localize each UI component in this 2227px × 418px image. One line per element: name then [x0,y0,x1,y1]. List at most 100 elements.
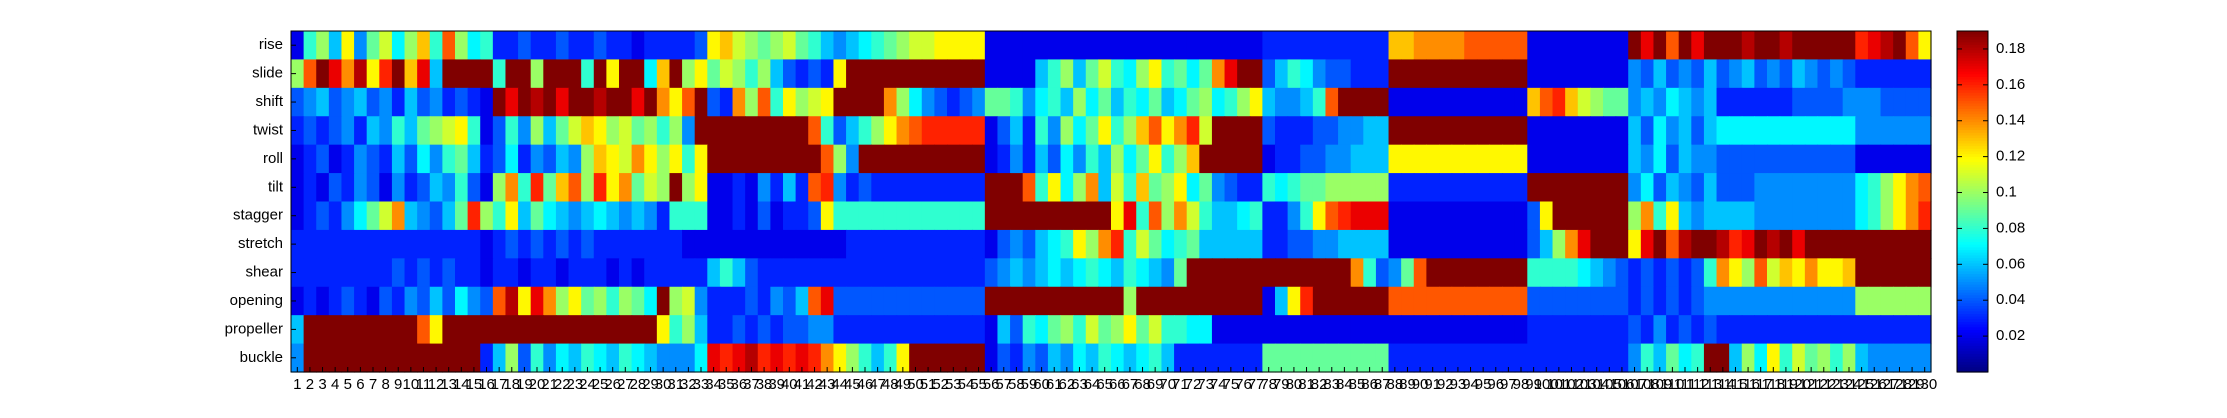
heatmap-cell [1476,258,1491,288]
colorbar-strip [1957,220,1988,224]
heatmap-cell [1905,116,1919,146]
heatmap-cell [1539,87,1554,117]
heatmap-cell [1060,87,1074,117]
heatmap-cell [1073,315,1087,345]
heatmap-cell [417,116,431,146]
x-tick-label: 9 [394,376,402,393]
heatmap-cell [1741,315,1755,345]
heatmap-cell [732,31,746,61]
heatmap-cell [947,59,961,89]
heatmap-cell [1401,31,1415,61]
x-tick-label: 60 [1033,376,1050,393]
heatmap-cell [858,201,872,231]
heatmap-cell [1073,229,1087,259]
heatmap-cell [1350,31,1364,61]
heatmap-cell [568,258,582,288]
heatmap-cell [1489,201,1503,231]
x-tick-label: 1 [293,376,301,393]
heatmap-cell [1325,173,1339,203]
heatmap-cell [1035,87,1049,117]
heatmap-cell [1413,258,1427,288]
heatmap-cell [682,258,696,288]
heatmap-cell [404,173,418,203]
heatmap-cell [1426,258,1440,288]
heatmap-cell [480,87,494,117]
colorbar-strip [1957,145,1988,149]
heatmap-cell [568,286,582,316]
heatmap-cell [1426,116,1440,146]
heatmap-cell [1287,116,1301,146]
heatmap-cell [1199,144,1213,174]
heatmap-cell [1224,229,1238,259]
heatmap-cell [555,87,570,117]
heatmap-cell [1035,144,1049,174]
colorbar-strip [1957,310,1988,314]
heatmap-cell [1262,144,1276,174]
colorbar-strip [1957,177,1988,181]
x-tick-label: 128 [1887,376,1912,393]
heatmap-cell [442,87,456,117]
y-tick-label: propeller [225,320,283,337]
heatmap-cell [883,31,898,61]
heatmap-cell [442,31,456,61]
heatmap-cell [1716,59,1730,89]
y-tick-label: roll [263,150,283,167]
colorbar-tick-label: 0.08 [1996,219,2025,236]
heatmap-cell [770,315,784,345]
heatmap-cell [303,31,317,61]
heatmap-cell [1905,144,1919,174]
x-tick-label: 87 [1374,376,1391,393]
heatmap-cell [1085,144,1099,174]
heatmap-cell [1161,59,1175,89]
colorbar-strip [1957,337,1988,341]
heatmap-cell [480,116,494,146]
heatmap-cell [871,173,885,203]
x-tick-label: 62 [1059,376,1076,393]
heatmap-cell [1325,31,1339,61]
heatmap-cell [921,87,935,117]
heatmap-cell [1590,286,1604,316]
heatmap-cell [1098,59,1112,89]
heatmap-cell [984,258,999,288]
heatmap-cell [1047,315,1062,345]
heatmap-cell [757,31,771,61]
heatmap-cell [1489,144,1503,174]
heatmap-cell [1754,87,1768,117]
heatmap-cell [896,144,910,174]
heatmap-cell [518,87,532,117]
heatmap-cell [820,87,835,117]
heatmap-cell [997,59,1011,89]
colorbar-strip [1957,180,1988,184]
colorbar-strip [1957,252,1988,256]
heatmap-cell [1312,315,1327,345]
heatmap-cell [1514,201,1528,231]
colorbar-strip [1957,273,1988,277]
heatmap-cell [1628,116,1642,146]
heatmap-cell [1111,144,1125,174]
heatmap-cell [442,286,456,316]
heatmap-cell [820,31,835,61]
x-tick-label: 84 [1336,376,1353,393]
heatmap-cell [745,201,759,231]
heatmap-cell [1338,315,1352,345]
heatmap-cell [972,173,986,203]
heatmap-cell [555,258,570,288]
heatmap-cell [631,343,645,373]
heatmap-cell [480,59,494,89]
heatmap-cell [1842,229,1856,259]
heatmap-cell [1388,229,1402,259]
heatmap-cell [505,229,519,259]
heatmap-cell [1237,31,1251,61]
colorbar-strip [1957,156,1988,160]
heatmap-cell [568,229,582,259]
heatmap-cell [1792,315,1806,345]
x-tick-label: 35 [718,376,735,393]
heatmap-cell [1060,258,1074,288]
heatmap-cell [467,286,481,316]
colorbar-strip [1957,142,1988,147]
heatmap-cell [1136,229,1150,259]
heatmap-cell [1615,315,1629,345]
heatmap-cell [1741,229,1755,259]
heatmap-cell [1098,173,1112,203]
heatmap-cell [1275,144,1289,174]
